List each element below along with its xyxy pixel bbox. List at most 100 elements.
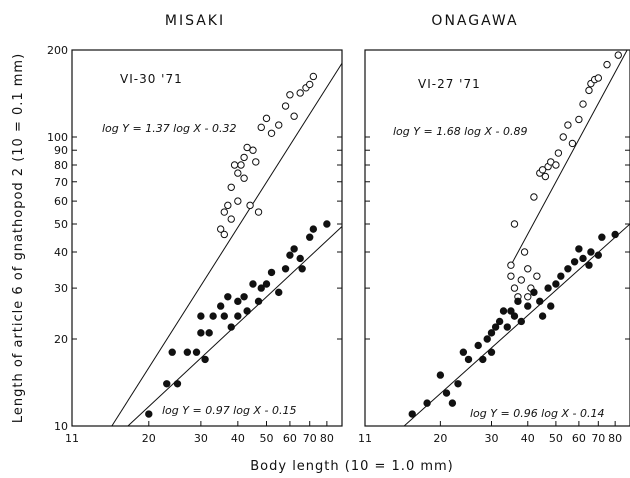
filled-point-onagawa-8 <box>474 341 482 350</box>
filled-point-onagawa-32 <box>579 254 587 263</box>
filled-point-onagawa-22 <box>530 288 538 297</box>
filled-point-onagawa-6 <box>459 348 468 356</box>
filled-point-misaki-12 <box>220 312 228 320</box>
y-tick-label-misaki-80: 80 <box>54 159 68 172</box>
fit-line-misaki-1 <box>127 226 343 427</box>
date-label-misaki: VI-30 '71 <box>120 72 183 86</box>
x-tick-label-onagawa-20: 20 <box>433 432 447 445</box>
filled-point-misaki-3 <box>173 380 182 388</box>
x-tick-label-misaki-70: 70 <box>303 432 317 445</box>
y-tick-label-misaki-30: 30 <box>54 282 68 295</box>
filled-point-misaki-9 <box>205 329 213 337</box>
open-point-misaki-4 <box>227 215 235 223</box>
filled-point-misaki-22 <box>262 280 271 288</box>
open-point-onagawa-3 <box>510 284 519 292</box>
filled-point-misaki-21 <box>257 284 265 292</box>
open-point-misaki-16 <box>254 208 263 216</box>
filled-point-misaki-16 <box>234 312 242 320</box>
filled-point-onagawa-20 <box>517 317 525 326</box>
filled-point-onagawa-26 <box>547 302 555 310</box>
y-tick-label-misaki-200: 200 <box>47 44 68 57</box>
open-point-misaki-19 <box>267 129 276 137</box>
open-point-misaki-8 <box>234 169 242 177</box>
x-tick-label-onagawa-60: 60 <box>572 432 586 445</box>
filled-point-misaki-30 <box>306 233 314 241</box>
filled-point-misaki-10 <box>209 312 217 320</box>
open-point-onagawa-6 <box>520 248 529 256</box>
x-tick-label-onagawa-80: 80 <box>608 432 622 445</box>
open-point-onagawa-8 <box>524 293 532 301</box>
open-point-onagawa-5 <box>517 276 525 284</box>
open-point-misaki-10 <box>240 153 248 162</box>
y-tick-label-misaki-40: 40 <box>54 246 68 259</box>
filled-point-onagawa-34 <box>587 248 595 256</box>
filled-point-misaki-31 <box>309 225 318 233</box>
open-point-misaki-26 <box>306 80 314 89</box>
filled-point-misaki-24 <box>275 288 283 297</box>
filled-point-onagawa-16 <box>503 323 511 331</box>
x-tick-label-onagawa-70: 70 <box>591 432 605 445</box>
filled-point-onagawa-27 <box>552 280 560 288</box>
open-point-onagawa-14 <box>541 172 550 181</box>
fit-line-onagawa-1 <box>403 223 630 427</box>
filled-point-misaki-29 <box>298 265 306 273</box>
open-point-misaki-0 <box>216 225 225 233</box>
y-tick-label-misaki-90: 90 <box>54 144 68 157</box>
open-point-misaki-20 <box>275 121 283 129</box>
filled-point-misaki-6 <box>197 329 205 337</box>
open-point-onagawa-29 <box>614 51 622 59</box>
open-point-onagawa-21 <box>568 139 577 148</box>
filled-point-onagawa-9 <box>479 355 487 364</box>
x-tick-label-misaki-11: 11 <box>65 432 79 445</box>
filled-point-onagawa-24 <box>538 312 547 320</box>
open-point-misaki-11 <box>240 174 248 182</box>
open-point-misaki-1 <box>220 230 228 239</box>
y-tick-label-misaki-20: 20 <box>54 333 68 346</box>
filled-point-misaki-15 <box>234 297 242 306</box>
x-tick-label-onagawa-50: 50 <box>549 432 563 445</box>
equation-onagawa-open: log Y = 1.68 log X - 0.89 <box>393 125 527 138</box>
filled-point-misaki-17 <box>240 293 248 301</box>
open-point-onagawa-0 <box>507 261 515 269</box>
filled-point-onagawa-23 <box>536 297 544 306</box>
open-point-onagawa-1 <box>507 272 515 280</box>
open-point-misaki-21 <box>281 102 290 110</box>
y-tick-label-misaki-60: 60 <box>54 195 68 208</box>
open-point-misaki-22 <box>286 91 294 99</box>
fit-line-onagawa-0 <box>510 49 628 266</box>
open-point-misaki-6 <box>230 161 239 169</box>
filled-point-onagawa-1 <box>423 399 431 407</box>
open-point-misaki-17 <box>257 123 265 132</box>
filled-point-onagawa-19 <box>514 297 522 306</box>
date-label-onagawa: VI-27 '71 <box>418 77 481 91</box>
panel-title-onagawa: ONAGAWA <box>431 13 518 29</box>
filled-point-onagawa-7 <box>464 355 473 364</box>
filled-point-onagawa-4 <box>448 399 457 407</box>
x-tick-label-onagawa-40: 40 <box>521 432 535 445</box>
filled-point-misaki-32 <box>323 220 331 228</box>
filled-point-misaki-28 <box>296 254 304 263</box>
filled-point-onagawa-36 <box>598 233 606 241</box>
panel-frame-misaki <box>71 49 343 427</box>
open-point-misaki-24 <box>296 89 304 97</box>
fit-line-misaki-0 <box>111 62 343 427</box>
equation-onagawa-filled: log Y = 0.96 log X - 0.14 <box>470 407 604 420</box>
filled-point-misaki-25 <box>281 265 290 273</box>
y-tick-label-misaki-70: 70 <box>54 176 68 189</box>
filled-point-misaki-11 <box>216 302 225 310</box>
open-point-onagawa-20 <box>564 121 572 129</box>
filled-point-misaki-13 <box>224 293 232 301</box>
filled-point-misaki-2 <box>168 348 176 356</box>
open-point-misaki-12 <box>243 143 251 152</box>
open-point-onagawa-13 <box>538 166 547 174</box>
filled-point-onagawa-12 <box>487 348 496 356</box>
open-point-onagawa-24 <box>585 86 593 95</box>
filled-point-onagawa-0 <box>408 410 416 418</box>
open-point-onagawa-22 <box>575 115 583 124</box>
filled-point-onagawa-21 <box>524 302 532 310</box>
open-point-misaki-9 <box>237 161 245 169</box>
filled-point-misaki-26 <box>286 251 294 259</box>
filled-point-misaki-18 <box>243 307 251 315</box>
